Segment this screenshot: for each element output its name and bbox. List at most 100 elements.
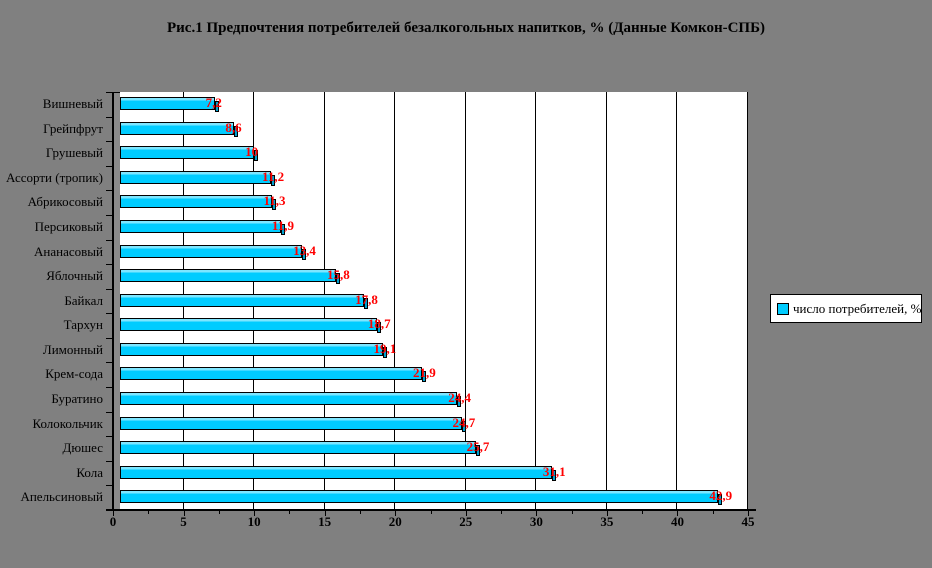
- bar-value-label: 11,2: [262, 168, 285, 184]
- gridline: [464, 92, 466, 510]
- x-axis-major-tick: [183, 511, 185, 516]
- x-axis-minor-tick: [501, 511, 503, 514]
- category-label: Лимонный: [42, 341, 103, 357]
- bar-3d-cap: [422, 371, 427, 383]
- category-label: Яблочный: [46, 268, 103, 284]
- bar-3d-cap: [551, 469, 556, 481]
- x-axis-tick-label: 40: [670, 514, 684, 529]
- category-tick: [106, 239, 113, 241]
- category-tick: [106, 141, 113, 143]
- bar-3d-cap: [461, 420, 466, 432]
- bar-row: 17,8: [113, 289, 748, 314]
- x-axis-minor-tick: [148, 511, 150, 514]
- bar: [120, 342, 387, 358]
- legend-label: число потребителей, %: [793, 300, 922, 316]
- bar-row: 10: [113, 141, 748, 166]
- x-axis-minor-tick: [430, 511, 432, 514]
- bar-value-label: 7,2: [205, 95, 222, 110]
- bar: [120, 367, 427, 383]
- bar-value-label: 42,9: [709, 488, 733, 504]
- x-axis-major-tick: [465, 511, 467, 516]
- y-axis-line: [112, 92, 114, 510]
- bar-3d-cap: [234, 125, 239, 137]
- bar-value-label: 24,4: [448, 390, 472, 406]
- x-axis-minor-tick: [289, 511, 291, 514]
- bar-row: 11,9: [113, 215, 748, 240]
- category-tick: [106, 313, 113, 315]
- x-axis-tick-label: 15: [318, 514, 332, 529]
- bar: [120, 392, 462, 408]
- category-tick: [106, 116, 113, 118]
- bar: [120, 244, 307, 260]
- bar-value-label: 19,1: [373, 340, 397, 356]
- x-axis-minor-tick: [712, 511, 714, 514]
- bar-row: 19,1: [113, 338, 748, 363]
- bar: [120, 97, 219, 112]
- category-label: Грейпфрут: [43, 120, 103, 136]
- category-axis-labels: Вишневый Грейпфрут Грушевый Ассорти (тропик…: [0, 92, 108, 510]
- bar-row: 8,6: [113, 117, 748, 142]
- category-tick: [106, 485, 113, 487]
- x-axis-tick-label: 25: [459, 514, 473, 529]
- bar-value-label: 25,7: [466, 439, 490, 455]
- category-tick: [106, 214, 113, 216]
- bar-value-label: 31,1: [542, 463, 566, 479]
- bar: [120, 219, 285, 235]
- bar: [120, 490, 723, 506]
- bar-row: 25,7: [113, 436, 748, 461]
- bar-row: 21,9: [113, 362, 748, 387]
- gridline: [747, 92, 748, 510]
- bar-value-label: 21,9: [413, 365, 436, 381]
- bar: [120, 465, 556, 481]
- bar-value-label: 24,7: [452, 414, 476, 430]
- category-tick: [106, 411, 113, 413]
- bar-3d-cap: [271, 174, 276, 186]
- category-label: Грушевый: [45, 145, 103, 161]
- x-axis-minor-tick: [218, 511, 220, 514]
- category-tick: [106, 460, 113, 462]
- x-axis-tick-label: 5: [180, 514, 187, 529]
- bar-value-label: 18,7: [367, 316, 391, 332]
- plot-area: 7,2 8,6 10 11,2 11,3 11,9 13,4 15,8 17,8 18,7 19,1…: [113, 92, 748, 510]
- bar-3d-cap: [254, 150, 259, 162]
- bar-value-label: 17,8: [355, 291, 378, 307]
- bar-3d-cap: [214, 101, 219, 112]
- x-axis-tick-label: 35: [600, 514, 614, 529]
- category-label: Ананасовый: [34, 243, 103, 259]
- bar-value-label: 11,3: [263, 193, 286, 209]
- x-axis-minor-tick: [359, 511, 361, 514]
- category-label: Ассорти (тропик): [5, 169, 103, 185]
- bar-3d-cap: [335, 273, 340, 285]
- bar-value-label: 15,8: [326, 267, 350, 283]
- category-tick: [106, 337, 113, 339]
- x-axis-minor-tick: [642, 511, 644, 514]
- category-label: Кола: [76, 464, 103, 480]
- x-axis-tick-label: 45: [741, 514, 755, 529]
- bar: [120, 121, 239, 137]
- bar-row: 7,2: [113, 92, 748, 117]
- category-label: Колокольчик: [32, 415, 103, 431]
- bar: [120, 195, 277, 211]
- bar-row: 24,4: [113, 387, 748, 412]
- category-label: Байкал: [64, 292, 103, 308]
- category-tick: [106, 387, 113, 389]
- bar-3d-cap: [280, 223, 285, 235]
- bar-row: 18,7: [113, 313, 748, 338]
- category-tick: [106, 362, 113, 364]
- x-axis-major-tick: [324, 511, 326, 516]
- x-axis-major-tick: [395, 511, 397, 516]
- bar: [120, 441, 480, 457]
- x-axis-major-tick: [748, 511, 749, 516]
- bar-row: 13,4: [113, 240, 748, 265]
- bar: [120, 146, 259, 162]
- bar: [120, 269, 340, 285]
- category-tick: [106, 288, 113, 290]
- bar-row: 42,9: [113, 485, 748, 510]
- x-axis-major-tick: [113, 511, 114, 516]
- x-axis-minor-tick: [571, 511, 573, 514]
- x-axis-major-tick: [536, 511, 538, 516]
- bar: [120, 416, 466, 432]
- bar-value-label: 8,6: [225, 119, 242, 135]
- bar-3d-cap: [302, 248, 307, 260]
